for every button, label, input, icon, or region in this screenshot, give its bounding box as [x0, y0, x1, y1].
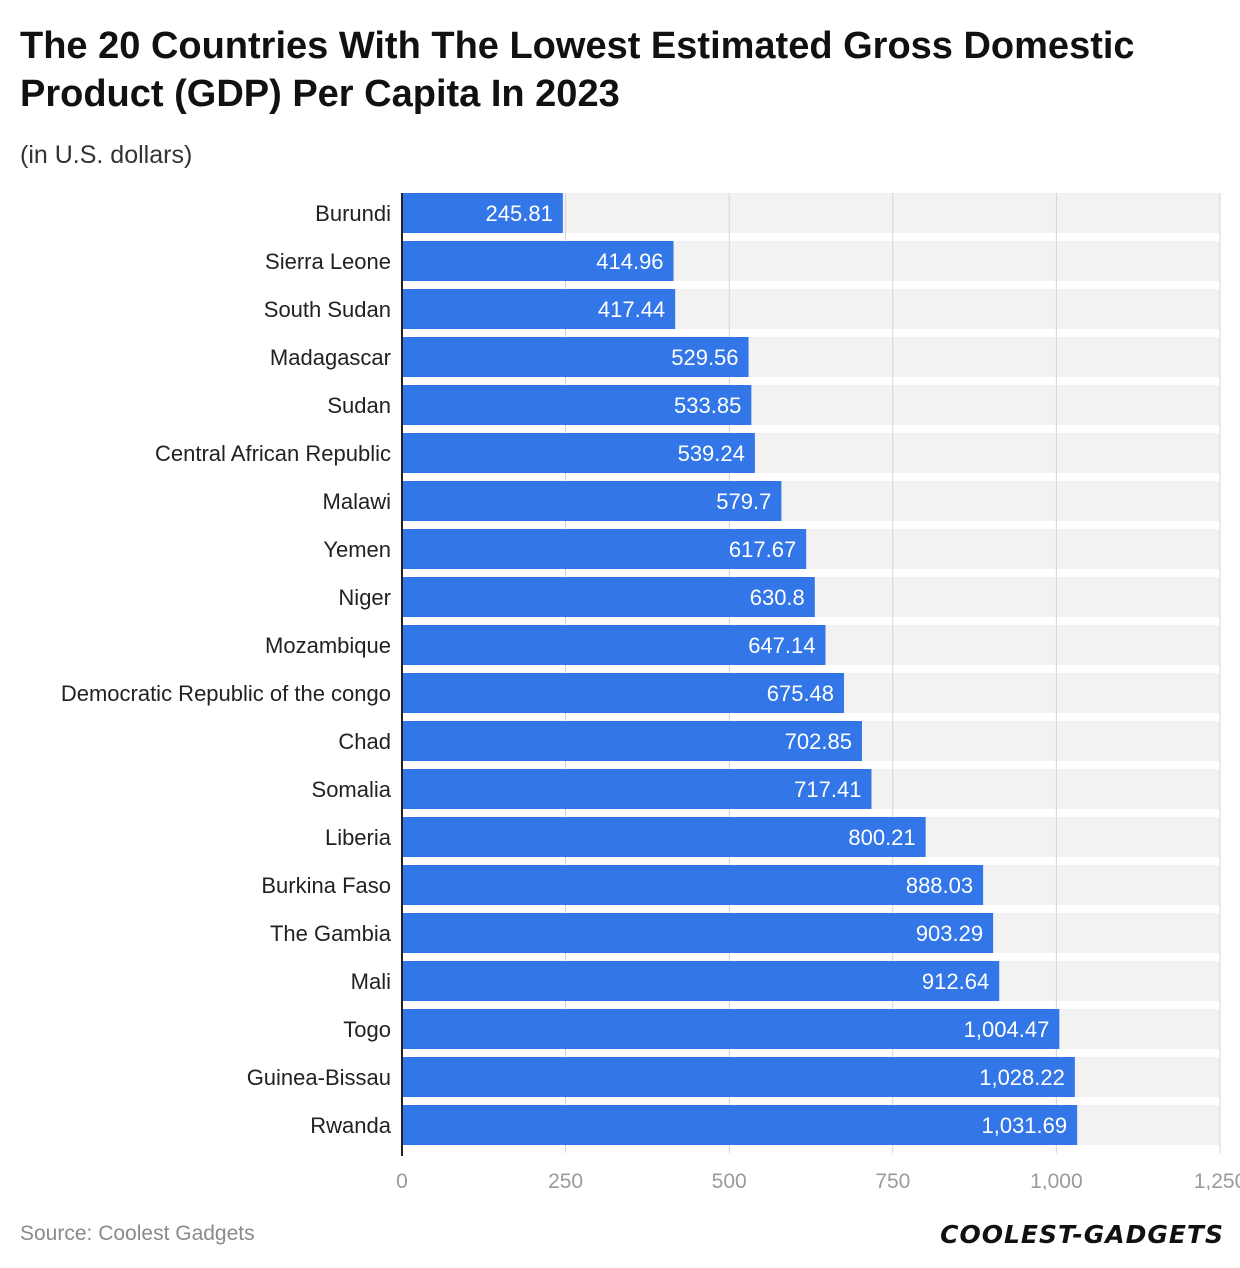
chart-subtitle: (in U.S. dollars) — [20, 141, 193, 169]
bar — [402, 817, 926, 857]
x-tick-label: 250 — [548, 1170, 583, 1190]
category-labels: Burundi Sierra Leone South Sudan Madagascar… — [61, 201, 392, 1138]
bar — [402, 337, 749, 377]
value-label: 414.96 — [596, 249, 663, 274]
chart-title: The 20 Countries With The Lowest Estimat… — [20, 25, 1135, 115]
value-label: 888.03 — [906, 873, 973, 898]
category-label: The Gambia — [270, 921, 392, 946]
bar — [402, 289, 676, 329]
value-label: 539.24 — [678, 441, 745, 466]
row-bands — [402, 193, 1220, 1145]
category-label: Yemen — [323, 537, 391, 562]
value-label: 630.8 — [750, 585, 805, 610]
category-label: Mozambique — [265, 633, 391, 658]
bar — [402, 865, 984, 905]
value-label: 903.29 — [916, 921, 983, 946]
bar — [402, 1009, 1060, 1049]
category-label: Guinea-Bissau — [247, 1065, 391, 1090]
category-label: Rwanda — [310, 1113, 391, 1138]
x-tick-label: 500 — [712, 1170, 747, 1190]
category-label: Burkina Faso — [261, 873, 391, 898]
category-label: Burundi — [315, 201, 391, 226]
bar — [402, 1105, 1078, 1145]
category-label: Chad — [338, 729, 391, 754]
bar — [402, 385, 752, 425]
x-tick-label: 750 — [875, 1170, 910, 1190]
bar — [402, 721, 862, 761]
x-tick-label: 1,250 — [1194, 1170, 1240, 1190]
category-label: Togo — [343, 1017, 391, 1042]
category-label: Sudan — [327, 393, 391, 418]
x-tick-label: 0 — [396, 1170, 408, 1190]
bar — [402, 961, 1000, 1001]
value-label: 1,031.69 — [981, 1113, 1067, 1138]
bars — [402, 193, 1078, 1145]
bar — [402, 625, 826, 665]
bar — [402, 481, 782, 521]
value-label: 702.85 — [785, 729, 852, 754]
category-label: Niger — [338, 585, 391, 610]
value-label: 647.14 — [748, 633, 815, 658]
coolest-gadgets-logo: COOLEST-GADGETS — [940, 1220, 1224, 1249]
value-label: 579.7 — [716, 489, 771, 514]
bar — [402, 577, 815, 617]
category-label: Liberia — [325, 825, 392, 850]
value-label: 1,004.47 — [964, 1017, 1050, 1042]
bar — [402, 1057, 1075, 1097]
bar — [402, 913, 994, 953]
bar-chart: Burundi Sierra Leone South Sudan Madagascar… — [61, 193, 1240, 1190]
category-label: Madagascar — [270, 345, 391, 370]
value-label: 1,028.22 — [979, 1065, 1065, 1090]
value-label: 912.64 — [922, 969, 989, 994]
value-label: 533.85 — [674, 393, 741, 418]
value-label: 245.81 — [486, 201, 553, 226]
bar — [402, 673, 845, 713]
value-label: 529.56 — [671, 345, 738, 370]
bar — [402, 529, 807, 569]
bar — [402, 241, 674, 281]
value-label: 675.48 — [767, 681, 834, 706]
category-label: Somalia — [312, 777, 392, 802]
value-label: 800.21 — [848, 825, 915, 850]
x-tick-label: 1,000 — [1030, 1170, 1083, 1190]
category-label: South Sudan — [264, 297, 391, 322]
category-label: Mali — [351, 969, 391, 994]
category-label: Democratic Republic of the congo — [61, 681, 391, 706]
value-label: 717.41 — [794, 777, 861, 802]
x-axis-ticks: 0 250 500 750 1,000 1,250 — [396, 1170, 1240, 1190]
category-label: Central African Republic — [155, 441, 391, 466]
value-label: 417.44 — [598, 297, 665, 322]
category-label: Sierra Leone — [265, 249, 391, 274]
category-label: Malawi — [323, 489, 391, 514]
bar — [402, 433, 755, 473]
value-label: 617.67 — [729, 537, 796, 562]
source-note: Source: Coolest Gadgets — [20, 1222, 255, 1245]
bar — [402, 193, 563, 233]
bar — [402, 769, 872, 809]
